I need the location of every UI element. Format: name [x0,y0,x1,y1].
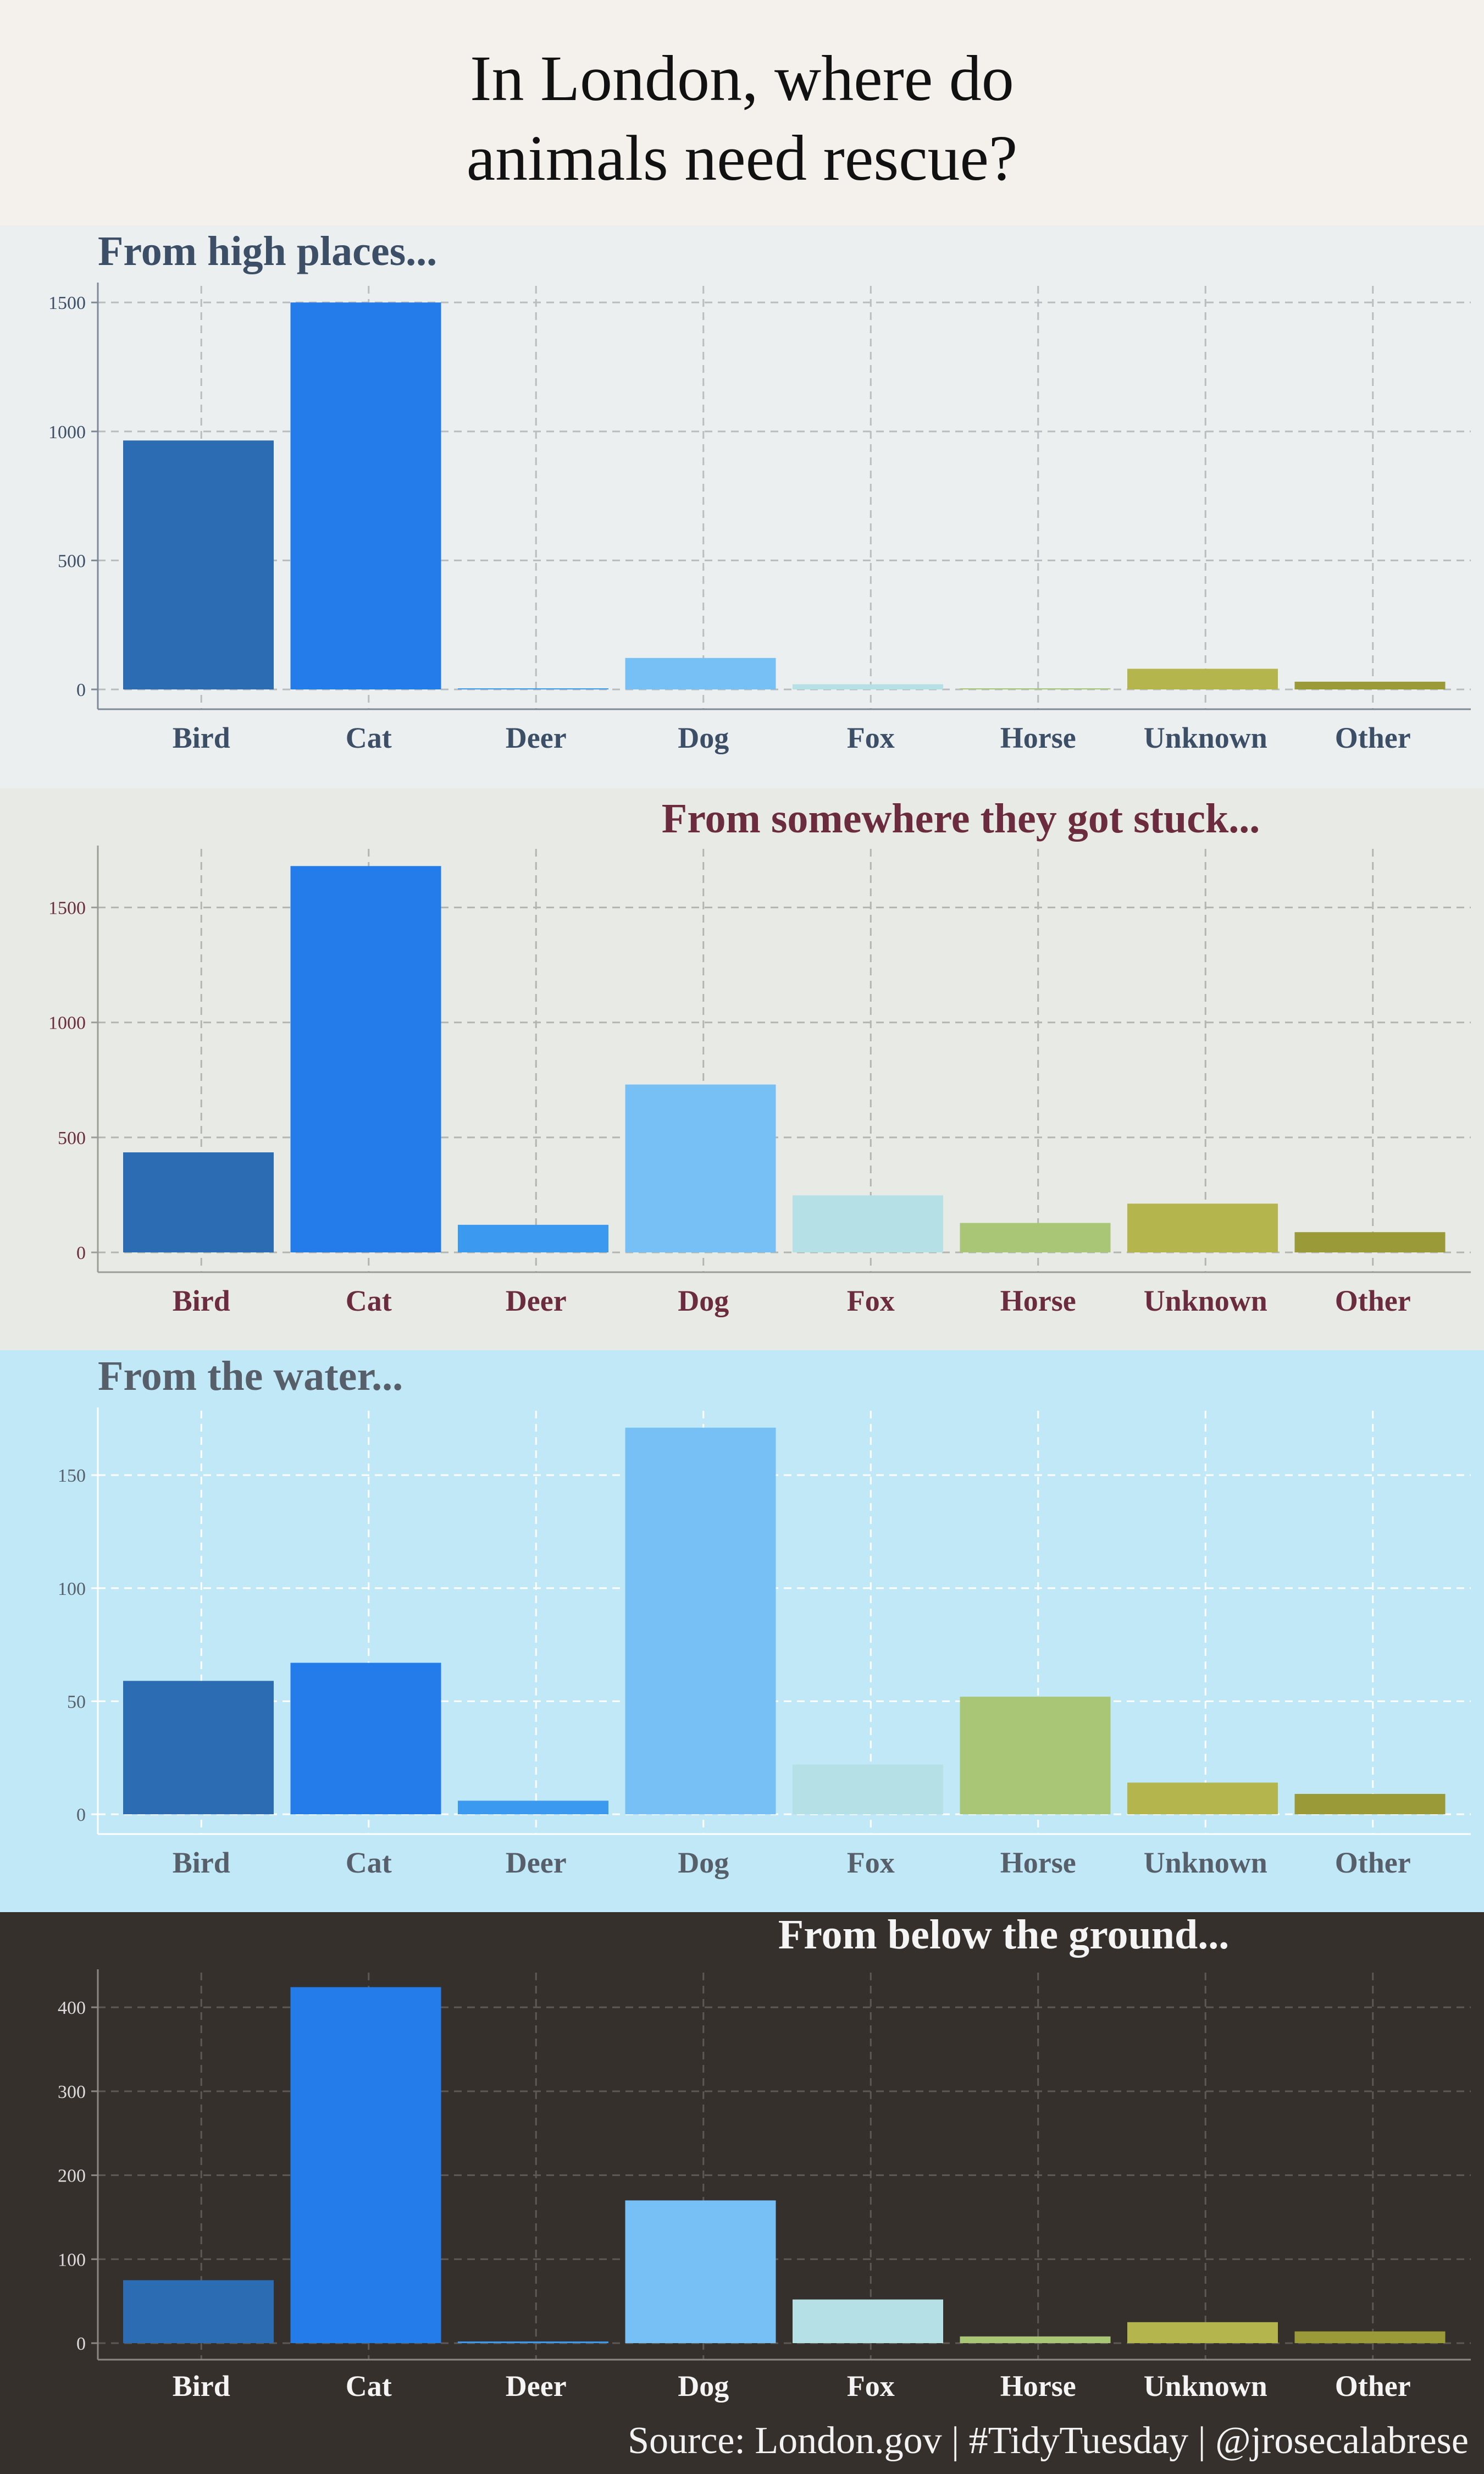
y-tick-label: 0 [76,1243,86,1263]
category-label: Unknown [1144,1846,1267,1879]
bar-unknown [1127,669,1278,689]
bar-deer [458,1224,608,1252]
category-label: Cat [346,1846,392,1879]
y-tick-label: 0 [76,2334,86,2354]
category-label: Deer [506,1284,567,1317]
bar-horse [960,688,1111,689]
bar-bird [123,1681,274,1814]
panel-got-stuck: 0 500 1000 1500 Bird Cat Deer Dog Fox Horse Unknow… [0,788,1484,1350]
bar-horse [960,2336,1111,2343]
category-label: Horse [1000,1846,1076,1879]
bar-unknown [1127,1203,1278,1252]
bar-fox [793,2299,943,2343]
y-tick-label: 150 [58,1466,86,1486]
y-tick-label: 1500 [48,898,86,919]
bar-dog [625,658,776,689]
panel-title-below-ground: From below the ground... [778,1912,1230,1958]
category-label: Other [1335,721,1411,754]
y-tick-label: 100 [58,1579,86,1599]
bar-horse [960,1697,1111,1814]
bar-horse [960,1223,1111,1252]
category-label: Dog [678,1284,729,1317]
bar-cat [290,1663,441,1814]
category-label: Deer [506,2370,567,2403]
category-label: Cat [346,721,392,754]
bar-fox [793,684,943,689]
bar-unknown [1127,1782,1278,1814]
y-tick-label: 0 [76,1805,86,1825]
category-label: Other [1335,1846,1411,1879]
y-tick-label: 1000 [48,1013,86,1034]
panel-water: 0 50 100 150 Bird Cat Deer Dog Fox Horse Unknown Ot… [0,1350,1484,1912]
y-tick-label: 50 [67,1692,86,1712]
category-label: Dog [678,2370,729,2403]
category-label: Unknown [1144,721,1267,754]
chart-below-ground: 0 100 200 300 400 Bird Cat Deer Dog Fox Horse Unkno… [58,1912,1471,2403]
bar-deer [458,688,608,689]
category-label: Horse [1000,1284,1076,1317]
title-block: In London, where do animals need rescue? [0,0,1484,225]
title-line-2: animals need rescue? [466,122,1018,194]
bar-other [1294,1232,1446,1252]
bar-other [1294,1793,1446,1814]
chart-got-stuck: 0 500 1000 1500 Bird Cat Deer Dog Fox Horse Unknow… [48,796,1471,1317]
y-tick-label: 1000 [48,422,86,443]
bar-other [1294,681,1446,689]
bar-fox [793,1764,943,1814]
bar-other [1294,2331,1446,2343]
category-label: Deer [506,721,567,754]
category-label: Fox [847,2370,895,2403]
category-label: Dog [678,721,729,754]
chart-high-places: 0 500 1000 1500 Bird Cat Deer Dog Fox Horse Unknow… [48,228,1471,754]
y-tick-label: 300 [58,2082,86,2102]
bar-bird [123,440,274,689]
bar-unknown [1127,2322,1278,2343]
category-label: Other [1335,1284,1411,1317]
title-line-1: In London, where do [470,42,1014,114]
category-label: Fox [847,1846,895,1879]
bar-cat [290,866,441,1252]
category-label: Cat [346,1284,392,1317]
category-label: Horse [1000,721,1076,754]
category-label: Horse [1000,2370,1076,2403]
y-tick-label: 1500 [48,293,86,313]
panel-below-ground: 0 100 200 300 400 Bird Cat Deer Dog Fox Horse Unkno… [0,1912,1484,2474]
chart-water: 0 50 100 150 Bird Cat Deer Dog Fox Horse Unknown Ot… [58,1353,1471,1879]
bar-fox [793,1195,943,1252]
panel-high-places: 0 500 1000 1500 Bird Cat Deer Dog Fox Horse Unknow… [0,225,1484,788]
y-tick-label: 200 [58,2166,86,2186]
bar-dog [625,2200,776,2343]
category-label: Fox [847,721,895,754]
category-label: Bird [173,1284,230,1317]
category-label: Other [1335,2370,1411,2403]
y-tick-label: 400 [58,1998,86,2018]
panel-title-high-places: From high places... [98,228,437,274]
bar-dog [625,1084,776,1252]
y-tick-label: 0 [76,680,86,700]
page-title: In London, where do animals need rescue? [0,38,1484,198]
y-tick-label: 500 [58,551,86,571]
y-tick-label: 500 [58,1128,86,1148]
category-label: Bird [173,721,230,754]
y-tick-label: 100 [58,2250,86,2270]
panel-title-got-stuck: From somewhere they got stuck... [662,796,1260,842]
source-caption: Source: London.gov | #TidyTuesday | @jro… [628,2420,1469,2462]
panel-title-water: From the water... [98,1353,403,1399]
category-label: Unknown [1144,1284,1267,1317]
category-label: Unknown [1144,2370,1267,2403]
bar-bird [123,2280,274,2343]
bar-cat [290,1987,441,2343]
category-label: Bird [173,1846,230,1879]
bar-cat [290,302,441,689]
category-label: Fox [847,1284,895,1317]
category-label: Bird [173,2370,230,2403]
bar-deer [458,1801,608,1814]
bar-dog [625,1427,776,1814]
bar-bird [123,1152,274,1252]
bar-deer [458,2341,608,2343]
category-label: Dog [678,1846,729,1879]
category-label: Deer [506,1846,567,1879]
category-label: Cat [346,2370,392,2403]
